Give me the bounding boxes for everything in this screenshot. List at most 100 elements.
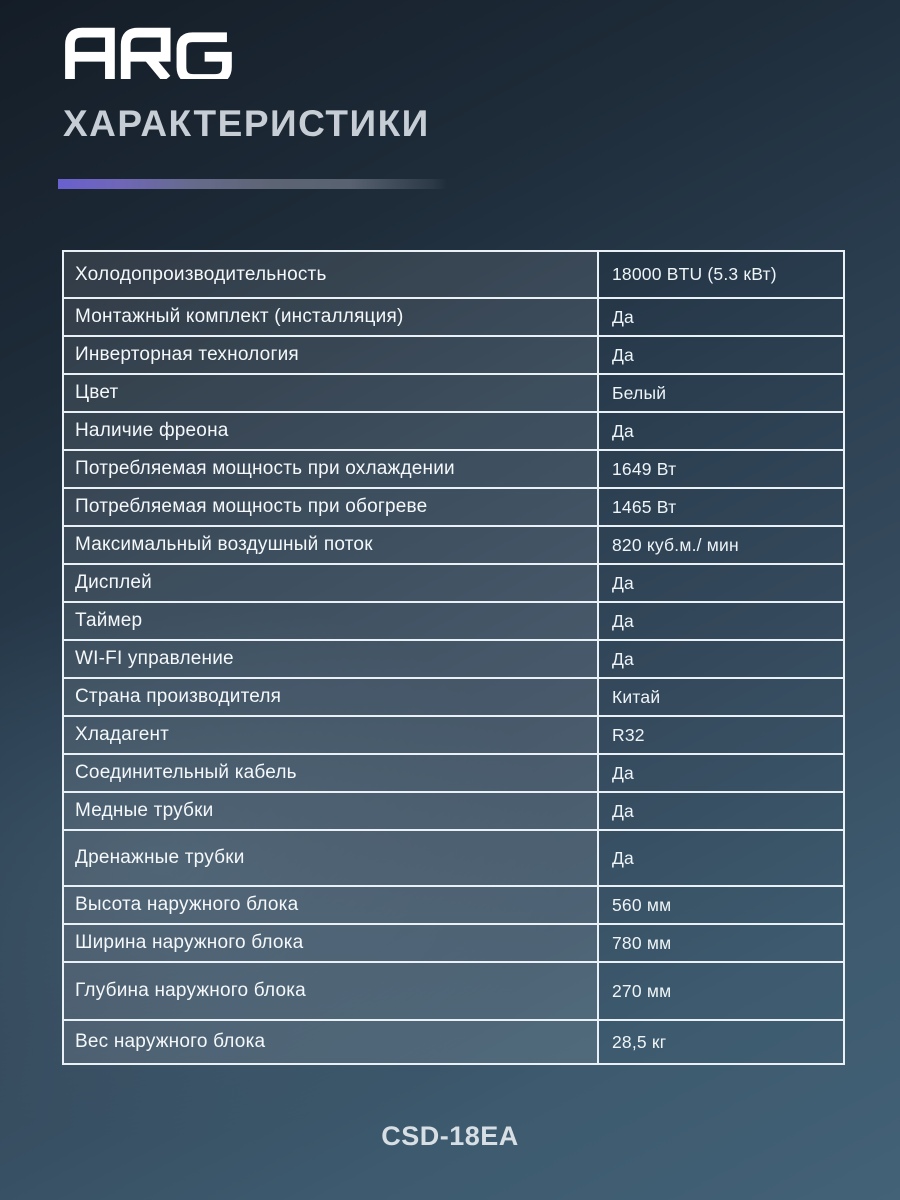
spec-row: Страна производителя Китай bbox=[64, 679, 843, 717]
spec-value-cell: Да bbox=[597, 641, 843, 677]
spec-value: 780 мм bbox=[612, 932, 672, 953]
spec-value-cell: Да bbox=[597, 603, 843, 639]
spec-value: 28,5 кг bbox=[612, 1031, 667, 1052]
spec-value: Да bbox=[612, 572, 634, 593]
spec-label: Холодопроизводительность bbox=[75, 263, 327, 285]
spec-value: Да bbox=[612, 420, 634, 441]
spec-value-cell: Да bbox=[597, 755, 843, 791]
spec-label: Потребляемая мощность при обогреве bbox=[75, 496, 428, 517]
spec-label-cell: Дисплей bbox=[64, 565, 597, 601]
spec-label: Таймер bbox=[75, 610, 143, 631]
spec-value: 18000 BTU (5.3 кВт) bbox=[612, 264, 777, 284]
spec-label-cell: Инверторная технология bbox=[64, 337, 597, 373]
spec-value-cell: 18000 BTU (5.3 кВт) bbox=[597, 252, 843, 297]
spec-row: Цвет Белый bbox=[64, 375, 843, 413]
spec-label: Хладагент bbox=[75, 724, 170, 745]
spec-row: Наличие фреона Да bbox=[64, 413, 843, 451]
spec-label: Дренажные трубки bbox=[75, 847, 245, 868]
spec-label-cell: Медные трубки bbox=[64, 793, 597, 829]
spec-value-cell: 560 мм bbox=[597, 887, 843, 923]
spec-label: Потребляемая мощность при охлаждении bbox=[75, 458, 455, 479]
spec-label-cell: Максимальный воздушный поток bbox=[64, 527, 597, 563]
arg-logo-glyphs bbox=[65, 27, 232, 79]
spec-value-cell: 1649 Вт bbox=[597, 451, 843, 487]
spec-row: Таймер Да bbox=[64, 603, 843, 641]
spec-value-cell: 28,5 кг bbox=[597, 1021, 843, 1063]
spec-value: Да bbox=[612, 800, 634, 821]
spec-value-cell: Китай bbox=[597, 679, 843, 715]
spec-label-cell: Дренажные трубки bbox=[64, 831, 597, 885]
spec-row: Максимальный воздушный поток 820 куб.м./ … bbox=[64, 527, 843, 565]
spec-row: Соединительный кабель Да bbox=[64, 755, 843, 793]
spec-label: Страна производителя bbox=[75, 686, 282, 707]
spec-label-cell: Страна производителя bbox=[64, 679, 597, 715]
spec-value-cell: Да bbox=[597, 413, 843, 449]
spec-label: Ширина наружного блока bbox=[75, 932, 304, 953]
arg-logo bbox=[64, 27, 232, 79]
spec-value: Да bbox=[612, 648, 634, 669]
spec-label: Цвет bbox=[75, 382, 119, 403]
model-name: CSD-18EA bbox=[381, 1121, 519, 1151]
spec-row: Дисплей Да bbox=[64, 565, 843, 603]
spec-label: Медные трубки bbox=[75, 800, 214, 821]
spec-value: 560 мм bbox=[612, 894, 672, 915]
spec-label-cell: Хладагент bbox=[64, 717, 597, 753]
spec-value: Да bbox=[612, 762, 634, 783]
spec-row: Потребляемая мощность при обогреве 1465 В… bbox=[64, 489, 843, 527]
spec-row: WI-FI управление Да bbox=[64, 641, 843, 679]
spec-label-cell: WI-FI управление bbox=[64, 641, 597, 677]
spec-value-cell: 780 мм bbox=[597, 925, 843, 961]
spec-label: Глубина наружного блока bbox=[75, 980, 306, 1001]
spec-label-cell: Цвет bbox=[64, 375, 597, 411]
spec-label: Наличие фреона bbox=[75, 420, 229, 441]
spec-label: Высота наружного блока bbox=[75, 894, 299, 915]
spec-value: R32 bbox=[612, 724, 645, 745]
spec-row: Глубина наружного блока 270 мм bbox=[64, 963, 843, 1021]
spec-value-cell: 1465 Вт bbox=[597, 489, 843, 525]
spec-value: 1649 Вт bbox=[612, 458, 677, 479]
spec-label-cell: Вес наружного блока bbox=[64, 1021, 597, 1063]
spec-value-cell: Да bbox=[597, 565, 843, 601]
spec-value: 270 мм bbox=[612, 980, 672, 1001]
spec-row: Высота наружного блока 560 мм bbox=[64, 887, 843, 925]
accent-divider-bar bbox=[58, 179, 447, 189]
spec-value-cell: R32 bbox=[597, 717, 843, 753]
spec-label-cell: Соединительный кабель bbox=[64, 755, 597, 791]
spec-value: Да bbox=[612, 306, 634, 327]
spec-label: Дисплей bbox=[75, 572, 152, 593]
spec-label-cell: Высота наружного блока bbox=[64, 887, 597, 923]
spec-row: Хладагент R32 bbox=[64, 717, 843, 755]
spec-value: 1465 Вт bbox=[612, 496, 677, 517]
spec-table: Холодопроизводительность 18000 BTU (5.3 к… bbox=[62, 250, 845, 1065]
spec-label-cell: Потребляемая мощность при обогреве bbox=[64, 489, 597, 525]
spec-value-cell: 270 мм bbox=[597, 963, 843, 1019]
spec-value: Да bbox=[612, 610, 634, 631]
spec-value-cell: Да bbox=[597, 831, 843, 885]
spec-label-cell: Холодопроизводительность bbox=[64, 252, 597, 297]
spec-value-cell: Да bbox=[597, 299, 843, 335]
spec-row: Инверторная технология Да bbox=[64, 337, 843, 375]
spec-value: Белый bbox=[612, 382, 667, 403]
spec-value: 820 куб.м./ мин bbox=[612, 534, 739, 555]
spec-row: Ширина наружного блока 780 мм bbox=[64, 925, 843, 963]
spec-label: WI-FI управление bbox=[75, 648, 234, 669]
spec-label-cell: Ширина наружного блока bbox=[64, 925, 597, 961]
spec-label: Вес наружного блока bbox=[75, 1031, 266, 1052]
spec-value: Да bbox=[612, 847, 634, 868]
spec-value: Китай bbox=[612, 686, 661, 707]
spec-row: Медные трубки Да bbox=[64, 793, 843, 831]
spec-row: Вес наружного блока 28,5 кг bbox=[64, 1021, 843, 1063]
spec-row: Дренажные трубки Да bbox=[64, 831, 843, 887]
spec-value-cell: Да bbox=[597, 793, 843, 829]
spec-value-cell: Да bbox=[597, 337, 843, 373]
spec-label-cell: Монтажный комплект (инсталляция) bbox=[64, 299, 597, 335]
page-title: ХАРАКТЕРИСТИКИ bbox=[63, 103, 430, 144]
spec-value-cell: Белый bbox=[597, 375, 843, 411]
spec-value-cell: 820 куб.м./ мин bbox=[597, 527, 843, 563]
spec-value: Да bbox=[612, 344, 634, 365]
spec-label-cell: Таймер bbox=[64, 603, 597, 639]
spec-label: Инверторная технология bbox=[75, 344, 299, 365]
spec-row: Потребляемая мощность при охлаждении 1649… bbox=[64, 451, 843, 489]
spec-row: Холодопроизводительность 18000 BTU (5.3 к… bbox=[64, 252, 843, 299]
spec-label-cell: Наличие фреона bbox=[64, 413, 597, 449]
